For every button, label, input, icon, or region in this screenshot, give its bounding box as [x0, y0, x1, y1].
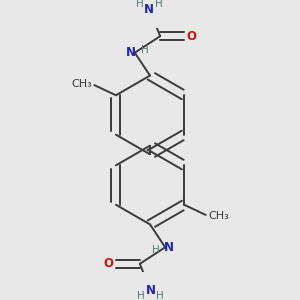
Text: CH₃: CH₃	[71, 79, 92, 89]
Text: H: H	[156, 291, 164, 300]
Text: H: H	[140, 45, 148, 55]
Text: N: N	[144, 3, 154, 16]
Text: CH₃: CH₃	[208, 211, 229, 221]
Text: H: H	[155, 0, 163, 9]
Text: H: H	[137, 291, 145, 300]
Text: O: O	[186, 30, 197, 43]
Text: N: N	[164, 241, 174, 254]
Text: H: H	[136, 0, 144, 9]
Text: H: H	[152, 245, 160, 255]
Text: N: N	[126, 46, 136, 59]
Text: N: N	[146, 284, 156, 297]
Text: O: O	[103, 257, 114, 270]
